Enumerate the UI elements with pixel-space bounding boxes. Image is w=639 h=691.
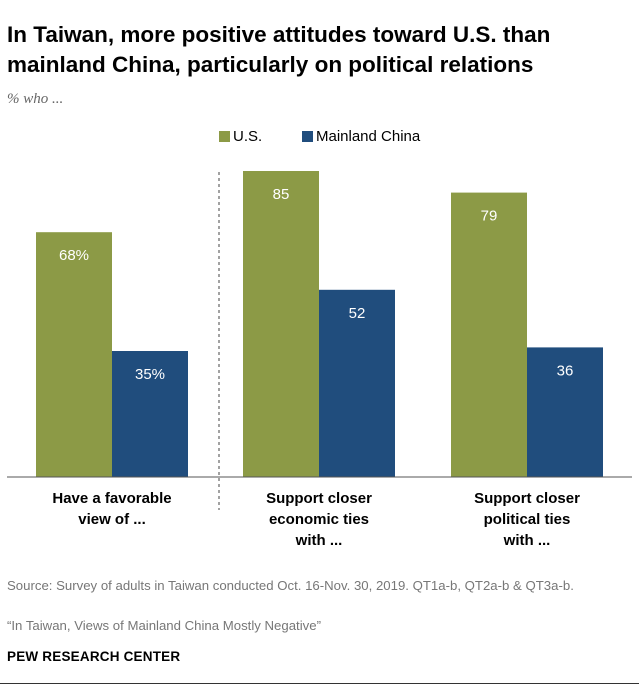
category-label-line: Support closer: [474, 490, 580, 507]
category-label-line: political ties: [484, 511, 571, 528]
category-labels-group: Have a favorable view of ... Support close…: [52, 490, 580, 549]
value-label-china-3: 36: [557, 362, 574, 379]
category-label-line: economic ties: [269, 511, 369, 528]
legend-label-us: U.S.: [233, 128, 263, 145]
bar-china-1: [112, 351, 188, 477]
value-label-us-3: 79: [481, 208, 498, 225]
category-label-line: view of ...: [78, 511, 146, 528]
bar-us-1: [36, 232, 112, 477]
category-label-line: with ...: [503, 532, 551, 549]
brand-label: PEW RESEARCH CENTER: [7, 649, 181, 664]
category-label-3: Support closer political ties with ...: [474, 490, 580, 549]
legend-item-china: Mainland China: [302, 128, 420, 145]
report-title: “In Taiwan, Views of Mainland China Most…: [7, 618, 321, 633]
legend-item-us: U.S.: [219, 128, 262, 145]
value-label-us-1: 68%: [59, 247, 89, 264]
bars-group: [36, 171, 603, 477]
legend-swatch-china: [302, 131, 313, 142]
category-label-2: Support closer economic ties with ...: [266, 490, 372, 549]
bottom-rule: [0, 683, 639, 684]
legend-label-china: Mainland China: [316, 128, 421, 145]
bar-china-2: [319, 289, 395, 477]
bar-us-2: [243, 171, 319, 477]
value-label-us-2: 85: [273, 186, 290, 203]
value-label-china-1: 35%: [135, 366, 165, 383]
value-labels-group: 68% 35% 85 52 79 36: [59, 186, 573, 383]
value-label-china-2: 52: [349, 305, 366, 322]
category-label-line: Support closer: [266, 490, 372, 507]
bar-china-3: [527, 347, 603, 477]
chart-title: In Taiwan, more positive attitudes towar…: [7, 22, 551, 77]
category-label-line: with ...: [295, 532, 343, 549]
legend-swatch-us: [219, 131, 230, 142]
category-label-line: Have a favorable: [52, 490, 171, 507]
category-label-1: Have a favorable view of ...: [52, 490, 171, 528]
bar-us-3: [451, 192, 527, 477]
source-note: Source: Survey of adults in Taiwan condu…: [7, 578, 574, 593]
chart-subtitle: % who ...: [7, 91, 64, 107]
